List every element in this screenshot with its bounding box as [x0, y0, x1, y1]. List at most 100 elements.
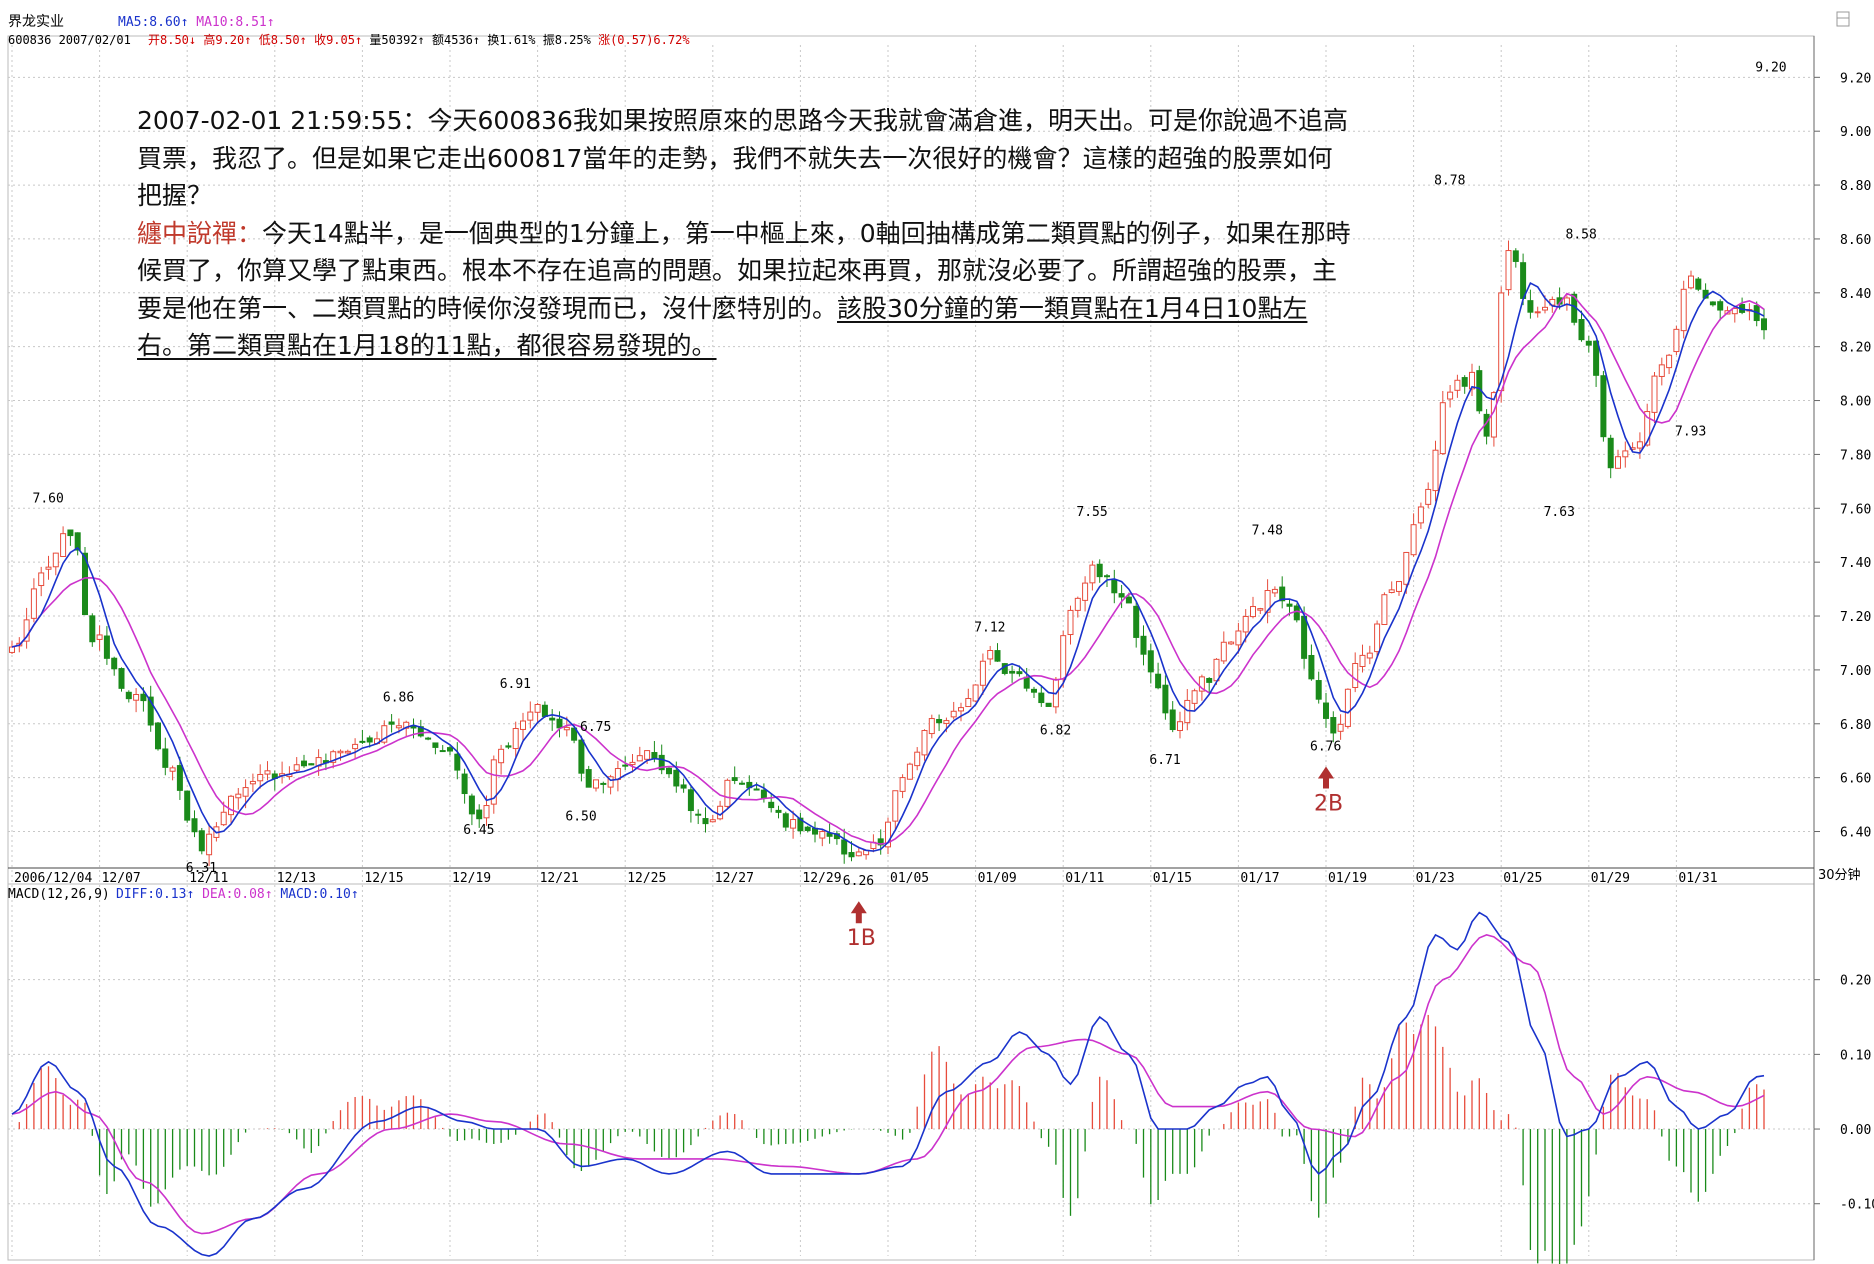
- candle-body: [768, 801, 775, 809]
- candle-body: [1111, 579, 1118, 594]
- candle-body: [1286, 603, 1293, 607]
- macd-tick-label: 0.00: [1840, 1123, 1871, 1138]
- candle-body: [1279, 586, 1286, 602]
- candle-body: [644, 750, 651, 760]
- candle-body: [1410, 524, 1417, 556]
- header-value: 收9.05↑: [307, 33, 362, 47]
- candle-body: [1074, 597, 1081, 611]
- swing-label: 6.82: [1040, 723, 1071, 738]
- candle-body: [337, 750, 344, 754]
- candle-body: [1162, 684, 1169, 714]
- candle-body: [556, 718, 563, 729]
- candle-body: [906, 763, 913, 780]
- candle-body: [1293, 605, 1300, 621]
- candle-body: [1425, 488, 1432, 505]
- macd-histogram: [18, 1014, 1765, 1264]
- candle-body: [1323, 702, 1329, 719]
- candle-body: [622, 764, 629, 767]
- candle-body: [1534, 311, 1541, 314]
- candle-body: [666, 767, 672, 775]
- time-tick-label: 01/23: [1416, 871, 1455, 886]
- candle-body: [118, 668, 125, 689]
- candle-body: [9, 646, 15, 653]
- candle-body: [45, 566, 52, 570]
- swing-label: 6.76: [1310, 740, 1341, 755]
- candle-body: [1417, 506, 1424, 524]
- candle-body: [1658, 364, 1665, 377]
- candle-body: [249, 780, 256, 785]
- macd-label: MACD(12,26,9): [8, 887, 110, 902]
- candle-body: [67, 529, 74, 537]
- header-value: 额4536↑: [425, 33, 480, 47]
- candle-body: [235, 793, 242, 799]
- swing-label: 6.45: [463, 823, 494, 838]
- candle-body: [1213, 658, 1220, 682]
- candle-body: [352, 743, 359, 750]
- swing-label: 6.91: [500, 677, 531, 692]
- candle-body: [527, 711, 534, 721]
- candle-body: [1045, 702, 1052, 707]
- candle-body: [1133, 605, 1140, 638]
- candle-body: [578, 739, 585, 774]
- candle-body: [1118, 593, 1125, 598]
- candle-body: [1067, 609, 1074, 636]
- candle-body: [1177, 721, 1183, 731]
- price-tick-label: 7.40: [1840, 556, 1871, 571]
- candle-body: [731, 777, 738, 781]
- candle-body: [461, 773, 468, 795]
- swing-label: 9.20: [1755, 60, 1786, 75]
- candle-body: [687, 789, 694, 812]
- candle-body: [490, 759, 497, 805]
- price-tick-label: 8.60: [1840, 233, 1871, 248]
- candle-body: [133, 693, 140, 701]
- answer-label: 纏中說禪：: [137, 218, 263, 248]
- candle-body: [228, 795, 234, 816]
- candle-body: [534, 703, 541, 713]
- swing-label: 6.26: [843, 874, 874, 889]
- candle-body: [1666, 354, 1673, 369]
- candle-body: [593, 779, 599, 789]
- candle-body: [1454, 379, 1461, 391]
- candle-body: [804, 826, 811, 831]
- candle-body: [1257, 608, 1264, 611]
- candle-body: [928, 718, 935, 735]
- candle-body: [191, 818, 198, 833]
- candle-body: [1636, 441, 1643, 449]
- candle-body: [841, 839, 848, 855]
- price-tick-label: 8.40: [1840, 287, 1871, 302]
- candle-body: [103, 635, 110, 659]
- candle-body: [1512, 250, 1519, 262]
- candle-body: [1301, 615, 1308, 659]
- candle-body: [301, 760, 307, 767]
- candle-body: [293, 764, 300, 771]
- candle-body: [395, 725, 402, 729]
- buy-arrow-icon: [850, 901, 867, 924]
- candle-body: [563, 726, 570, 731]
- window-restore-icon[interactable]: [1836, 11, 1850, 27]
- candle-body: [972, 684, 979, 702]
- candle-body: [775, 809, 782, 813]
- candle-body: [1761, 318, 1767, 331]
- candle-body: [1206, 677, 1213, 683]
- candle-body: [60, 533, 67, 558]
- swing-price-labels: 7.60 6.31 6.86 6.45 6.91 6.50 6.75 6.26 7.12 6.82…: [33, 60, 1787, 889]
- candle-body: [425, 737, 432, 740]
- candle-body: [366, 737, 373, 743]
- swing-label: 8.78: [1434, 173, 1465, 188]
- candle-body: [1308, 654, 1315, 680]
- candle-body: [206, 833, 213, 856]
- candle-body: [1593, 340, 1600, 376]
- macd-lines: [11, 911, 1765, 1257]
- candle-body: [979, 660, 986, 686]
- candle-body: [848, 852, 855, 858]
- candle-body: [1038, 692, 1045, 704]
- time-tick-label: 12/07: [102, 871, 141, 886]
- candle-body: [1432, 449, 1439, 492]
- candle-body: [38, 572, 45, 587]
- candle-body: [96, 634, 103, 640]
- time-tick-label: 01/09: [978, 871, 1017, 886]
- header-value: 高9.20↑: [196, 32, 251, 47]
- candle-body: [1381, 594, 1388, 625]
- candle-body: [1250, 606, 1256, 618]
- candle-body: [162, 748, 169, 768]
